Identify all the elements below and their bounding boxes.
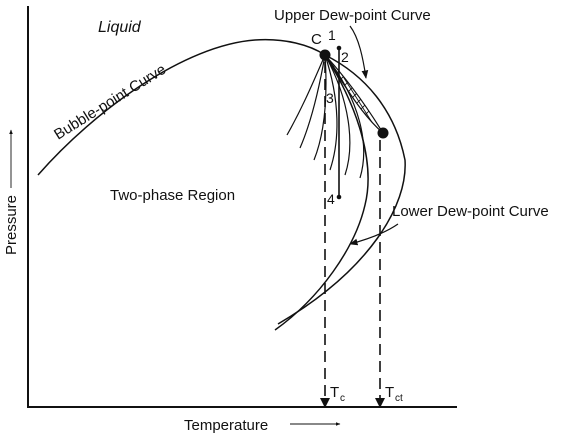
bubble-point-curve-label: Bubble-point Curve	[51, 61, 169, 143]
tct-arrowhead	[375, 398, 385, 408]
point-4-label: 4	[327, 191, 335, 207]
quality-curve	[324, 54, 338, 171]
lower-dew-point-arrow	[349, 223, 399, 246]
cricondentherm-point-marker	[377, 127, 389, 139]
point-1-label: 1	[328, 27, 336, 43]
x-axis-label: Temperature	[184, 417, 268, 434]
upper-dew-point-curve	[277, 54, 406, 325]
tc-label: T c	[330, 384, 345, 404]
svg-text:c: c	[340, 393, 345, 404]
quality-curve	[324, 54, 351, 176]
quality-curve	[299, 54, 326, 149]
tct-label: T ct	[385, 384, 403, 404]
y-axis-label: Pressure	[3, 195, 20, 255]
upper-dew-point-arrow	[349, 25, 369, 79]
two-phase-region-label: Two-phase Region	[110, 187, 235, 204]
point-2-label: 2	[341, 49, 349, 65]
svg-text:T: T	[330, 384, 339, 401]
quality-curve	[286, 54, 326, 136]
lower-dew-point-curve-label: Lower Dew-point Curve	[392, 203, 549, 220]
critical-point-marker	[319, 49, 331, 61]
point-4-marker	[336, 194, 342, 200]
retrograde-region	[324, 54, 384, 134]
liquid-label: Liquid	[98, 19, 142, 36]
point-3-label: 3	[326, 90, 334, 106]
upper-dew-point-curve-label: Upper Dew-point Curve	[274, 7, 431, 24]
svg-text:T: T	[385, 384, 394, 401]
quality-curve	[313, 54, 327, 161]
tc-arrowhead	[320, 398, 330, 408]
point-1-marker	[336, 45, 342, 51]
lower-dew-point-curve	[274, 54, 369, 331]
bubble-point-curve	[37, 38, 326, 176]
quality-curve	[324, 54, 365, 179]
svg-text:ct: ct	[395, 393, 403, 404]
critical-point-label: C	[311, 31, 322, 48]
